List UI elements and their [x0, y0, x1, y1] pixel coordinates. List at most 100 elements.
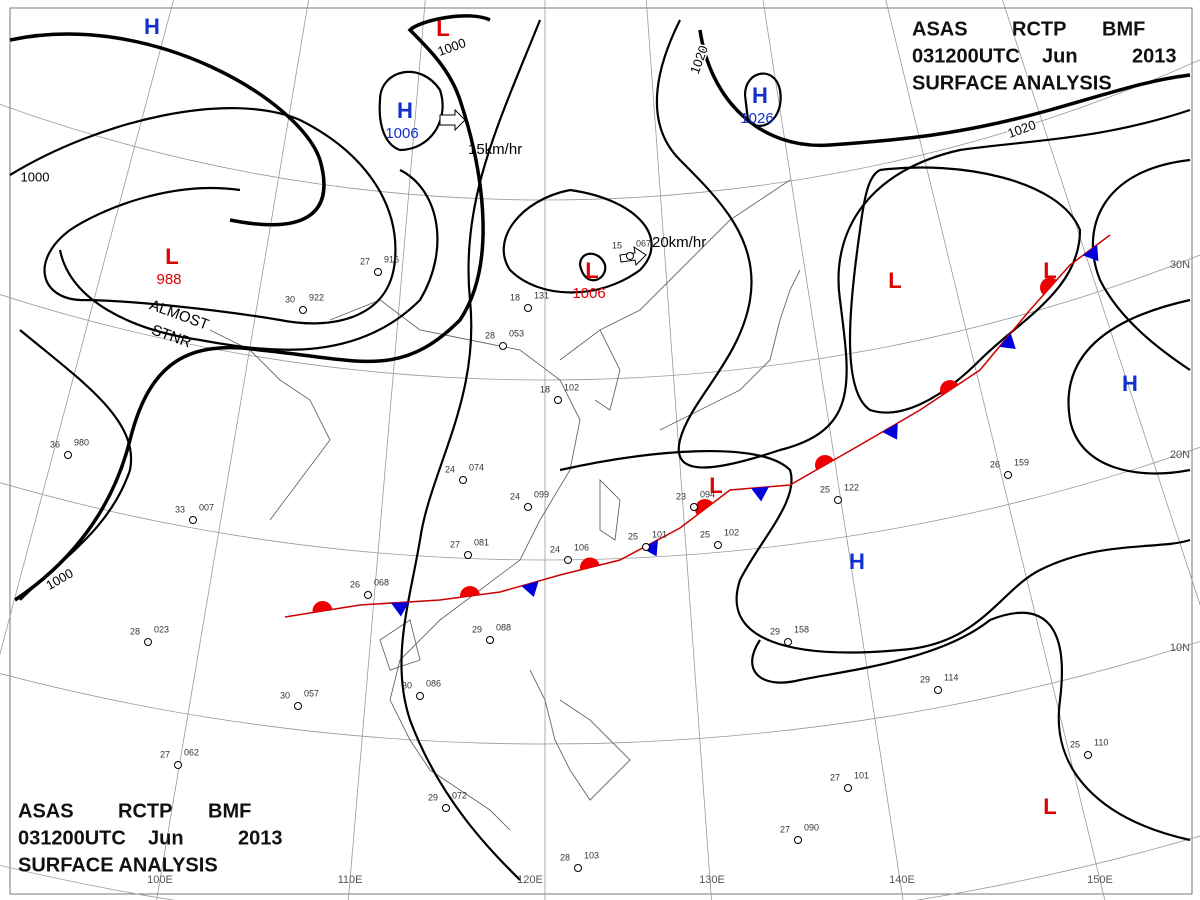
station-circle [294, 702, 302, 710]
station-pressure: 102 [724, 527, 739, 537]
station-pressure: 101 [652, 529, 667, 539]
pressure-center: H [1122, 371, 1138, 396]
isobar-label: 1000 [21, 169, 50, 184]
pressure-center: H [397, 98, 413, 123]
warm-front-symbol [815, 455, 834, 470]
station-temp: 26 [990, 459, 1000, 469]
isobar [9, 32, 326, 227]
station-pressure: 068 [374, 577, 389, 587]
station-temp: 30 [402, 680, 412, 690]
isobar [698, 29, 1191, 148]
motion-label: 15km/hr [468, 141, 522, 158]
station-circle [934, 686, 942, 694]
station-temp: 28 [130, 626, 140, 636]
station-pressure: 074 [469, 462, 484, 472]
station-circle [1084, 751, 1092, 759]
station-temp: 27 [160, 749, 170, 759]
station-pressure: 158 [794, 624, 809, 634]
station-circle [574, 864, 582, 872]
station-circle [524, 503, 532, 511]
station-circle [564, 556, 572, 564]
meridian [762, 0, 904, 900]
station-pressure: 094 [700, 489, 715, 499]
station-circle [714, 541, 722, 549]
station-pressure: 007 [199, 502, 214, 512]
header-text: ASAS [18, 800, 74, 822]
pressure-center: H [752, 83, 768, 108]
station-pressure: 101 [854, 770, 869, 780]
latitude-label: 30N [1170, 259, 1190, 271]
station-circle [794, 836, 802, 844]
cold-front-symbol [521, 581, 539, 597]
pressure-center: L [709, 473, 722, 498]
map-frame [9, 7, 1193, 895]
station-temp: 25 [700, 529, 710, 539]
station-temp: 18 [540, 384, 550, 394]
longitude-label: 110E [338, 874, 363, 886]
station-circle [416, 692, 424, 700]
station-circle [64, 451, 72, 459]
station-pressure: 057 [304, 688, 319, 698]
pressure-center: L [585, 258, 598, 283]
warm-front-symbol [695, 499, 713, 516]
station-circle [464, 551, 472, 559]
isobar [58, 169, 439, 351]
station-pressure: 090 [804, 822, 819, 832]
pressure-center: H [849, 549, 865, 574]
pressure-center: L [888, 268, 901, 293]
isobar [559, 449, 1191, 654]
station-pressure: 053 [509, 328, 524, 338]
station-temp: 24 [550, 544, 560, 554]
coast [529, 669, 631, 801]
station-pressure: 062 [184, 747, 199, 757]
isobar [9, 107, 397, 325]
coast [594, 329, 621, 411]
header-text: 2013 [238, 827, 283, 849]
meridian [156, 0, 309, 900]
center-pressure: 1026 [740, 110, 773, 127]
longitude-label: 140E [889, 874, 915, 886]
station-temp: 29 [428, 792, 438, 802]
station-temp: 30 [285, 294, 295, 304]
warm-front-symbol [940, 380, 959, 396]
station-pressure: 088 [496, 622, 511, 632]
coast [599, 478, 621, 541]
isobar [1067, 298, 1191, 475]
station-circle [690, 503, 698, 511]
station-pressure: 114 [944, 672, 958, 682]
station-circle [784, 638, 792, 646]
station-circle [144, 638, 152, 646]
cold-front-symbol [391, 601, 409, 617]
isobar [655, 19, 1191, 469]
station-pressure: 102 [564, 382, 579, 392]
cold-front-symbol [642, 539, 658, 557]
station-pressure: 131 [534, 290, 549, 300]
station-temp: 28 [485, 330, 495, 340]
meridian [347, 0, 426, 900]
isobars [9, 14, 1191, 881]
station-temp: 26 [350, 579, 360, 589]
station-temp: 24 [445, 464, 455, 474]
cold-front-symbol [751, 486, 769, 502]
header-text: SURFACE ANALYSIS [18, 854, 218, 876]
station-temp: 25 [820, 484, 830, 494]
isobar [751, 611, 1191, 842]
pressure-center: L [1043, 258, 1056, 283]
isobar [502, 188, 653, 294]
station-pressure: 916 [384, 254, 399, 264]
station-temp: 29 [770, 626, 780, 636]
station-pressure: 099 [534, 489, 549, 499]
station-pressure: 086 [426, 678, 441, 688]
coastlines [209, 179, 801, 831]
header-text: Jun [148, 827, 184, 849]
station-circle [524, 304, 532, 312]
station-pressure: 103 [584, 850, 599, 860]
station-circle [486, 636, 494, 644]
coast [559, 179, 791, 361]
station-temp: 28 [560, 852, 570, 862]
station-temp: 27 [360, 256, 370, 266]
warm-front-symbol [580, 557, 600, 570]
longitude-label: 120E [517, 874, 543, 886]
station-pressure: 922 [309, 292, 324, 302]
